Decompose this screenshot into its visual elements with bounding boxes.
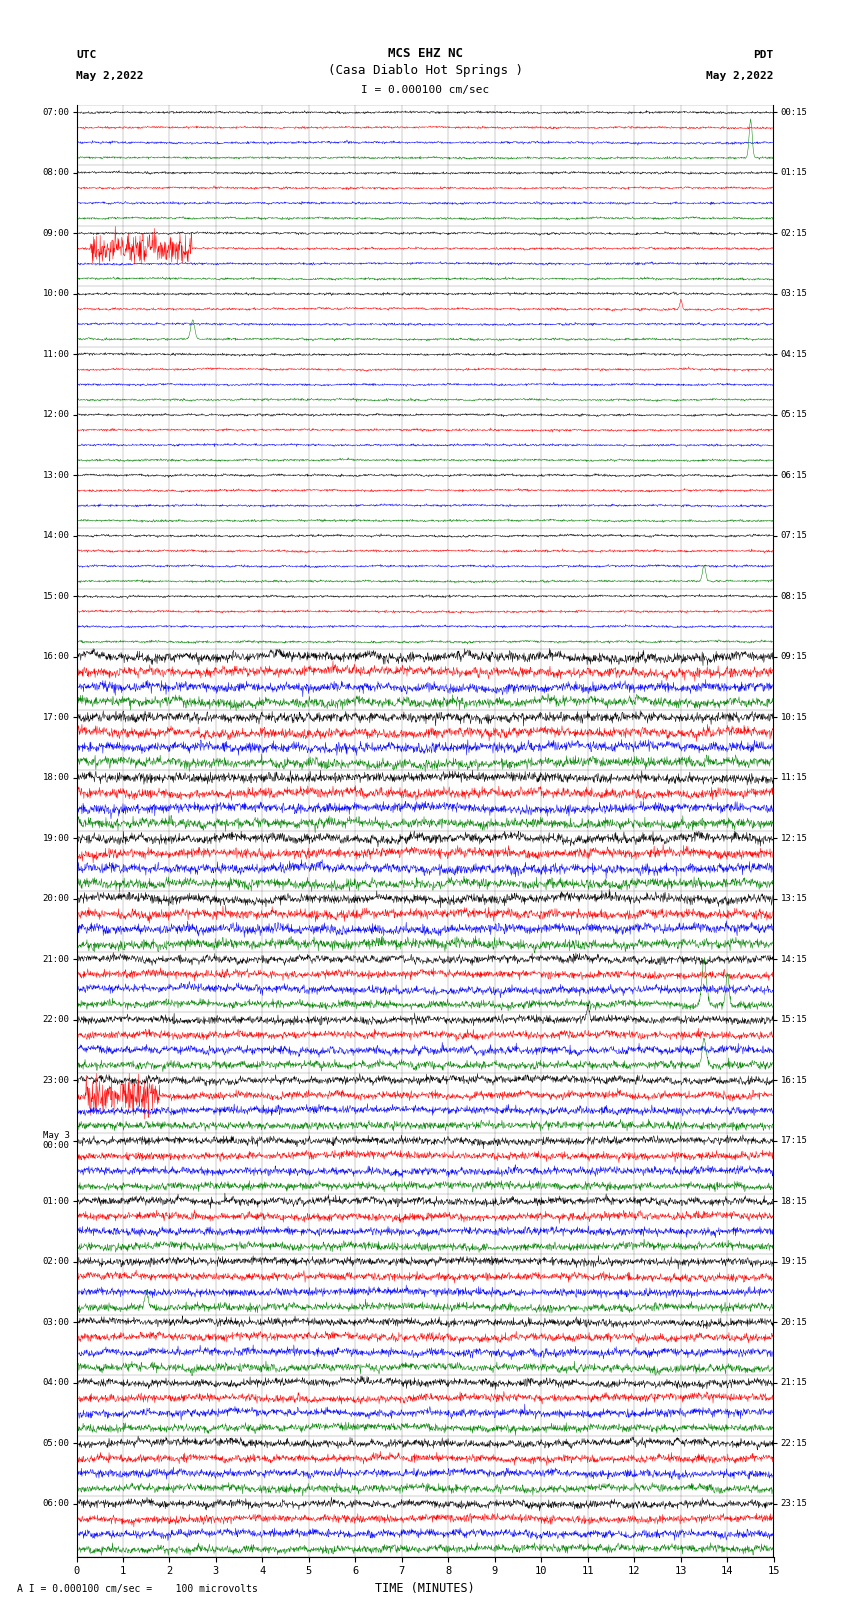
Text: (Casa Diablo Hot Springs ): (Casa Diablo Hot Springs ) — [327, 65, 523, 77]
Text: UTC: UTC — [76, 50, 97, 60]
Text: PDT: PDT — [753, 50, 774, 60]
Text: A I = 0.000100 cm/sec =    100 microvolts: A I = 0.000100 cm/sec = 100 microvolts — [17, 1584, 258, 1594]
Text: I = 0.000100 cm/sec: I = 0.000100 cm/sec — [361, 85, 489, 95]
Text: May 2,2022: May 2,2022 — [706, 71, 774, 81]
Text: May 2,2022: May 2,2022 — [76, 71, 144, 81]
Text: MCS EHZ NC: MCS EHZ NC — [388, 47, 462, 60]
X-axis label: TIME (MINUTES): TIME (MINUTES) — [375, 1582, 475, 1595]
